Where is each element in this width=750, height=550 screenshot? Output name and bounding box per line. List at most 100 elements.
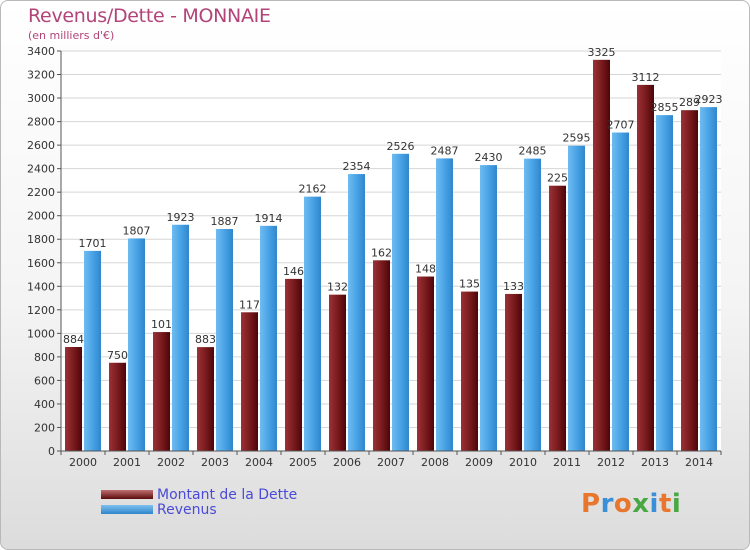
bar-debt <box>593 59 610 452</box>
bar-debt <box>461 291 478 451</box>
bar-revenue-value-label: 2354 <box>343 160 371 173</box>
bar-debt <box>417 276 434 451</box>
x-tick-label: 2014 <box>685 456 713 469</box>
x-tick-label: 2013 <box>641 456 669 469</box>
bar-revenue-value-label: 1701 <box>79 237 107 250</box>
y-tick-label: 2200 <box>27 186 55 199</box>
logo-letter: P <box>581 489 601 519</box>
bar-revenue <box>480 165 497 451</box>
bar-debt <box>329 294 346 451</box>
bar-debt <box>153 332 170 451</box>
logo-letter: x <box>632 489 650 519</box>
bar-revenue-value-label: 1887 <box>211 215 239 228</box>
y-tick-label: 400 <box>34 398 55 411</box>
y-tick-label: 200 <box>34 421 55 434</box>
bar-debt <box>505 293 522 451</box>
bar-revenue-value-label: 2162 <box>299 183 327 196</box>
y-tick-label: 3400 <box>27 45 55 58</box>
x-tick-label: 2002 <box>157 456 185 469</box>
x-tick-label: 2008 <box>421 456 449 469</box>
y-tick-label: 1200 <box>27 304 55 317</box>
plot-area <box>61 51 721 451</box>
y-tick-label: 2600 <box>27 139 55 152</box>
x-tick-label: 2009 <box>465 456 493 469</box>
bar-revenue <box>172 224 189 451</box>
bar-debt-value-label: 117 <box>239 298 260 311</box>
y-tick-label: 1000 <box>27 327 55 340</box>
bar-revenue-value-label: 2595 <box>563 132 591 145</box>
bar-debt-value-label: 289 <box>679 96 700 109</box>
y-tick-label: 3000 <box>27 92 55 105</box>
legend-label-debt: Montant de la Dette <box>157 486 298 503</box>
legend-label-revenue: Revenus <box>157 501 217 518</box>
y-tick-label: 2000 <box>27 210 55 223</box>
bar-debt-value-label: 135 <box>459 278 480 291</box>
bar-revenue-value-label: 1923 <box>167 211 195 224</box>
bar-revenue <box>524 158 541 451</box>
bar-debt <box>681 110 698 452</box>
x-tick-label: 2011 <box>553 456 581 469</box>
y-tick-label: 800 <box>34 351 55 364</box>
bar-revenue <box>84 250 101 451</box>
bar-revenue-value-label: 2923 <box>695 93 723 106</box>
bar-debt-value-label: 162 <box>371 246 392 259</box>
bar-debt <box>241 312 258 451</box>
bar-revenue <box>612 132 629 451</box>
x-tick-label: 2000 <box>69 456 97 469</box>
x-tick-label: 2010 <box>509 456 537 469</box>
bar-revenue-value-label: 2487 <box>431 144 459 157</box>
bar-revenue <box>568 145 585 452</box>
y-tick-label: 1600 <box>27 257 55 270</box>
y-tick-label: 1400 <box>27 280 55 293</box>
bar-debt <box>109 362 126 451</box>
x-tick-label: 2001 <box>113 456 141 469</box>
y-tick-label: 2400 <box>27 163 55 176</box>
bar-debt <box>549 185 566 452</box>
y-tick-label: 1800 <box>27 233 55 246</box>
bar-debt <box>373 260 390 451</box>
proxiti-logo: Proxiti <box>581 489 681 519</box>
bar-revenue <box>656 115 673 451</box>
legend-item-revenue: Revenus <box>101 501 297 518</box>
legend-swatch-debt <box>101 490 153 499</box>
bar-debt <box>637 84 654 451</box>
bar-revenue-value-label: 2526 <box>387 140 415 153</box>
bar-debt <box>285 278 302 451</box>
bar-revenue-value-label: 2707 <box>607 119 635 132</box>
bar-revenue-value-label: 2855 <box>651 101 679 114</box>
bar-debt-value-label: 101 <box>151 318 172 331</box>
bar-debt-value-label: 3112 <box>632 71 660 84</box>
bar-revenue <box>304 196 321 451</box>
bar-debt-value-label: 148 <box>415 263 436 276</box>
logo-letter: i <box>649 489 659 519</box>
bar-debt-value-label: 146 <box>283 265 304 278</box>
y-tick-label: 0 <box>48 445 55 458</box>
logo-letter: t <box>658 489 672 519</box>
bar-revenue <box>128 238 145 451</box>
bar-revenue-value-label: 1914 <box>255 212 283 225</box>
logo-letter: o <box>613 489 633 519</box>
bar-revenue <box>348 174 365 451</box>
chart-title: Revenus/Dette - MONNAIE <box>28 5 271 27</box>
logo-letter: i <box>671 489 682 519</box>
legend-item-debt: Montant de la Dette <box>101 486 298 503</box>
bar-debt-value-label: 132 <box>327 281 348 294</box>
bar-revenue <box>216 229 233 451</box>
bar-debt <box>65 347 82 451</box>
y-tick-label: 2800 <box>27 116 55 129</box>
y-tick-label: 3200 <box>27 69 55 82</box>
bar-revenue-value-label: 2485 <box>519 145 547 158</box>
bar-debt-value-label: 883 <box>195 333 216 346</box>
bar-debt-value-label: 225 <box>547 172 568 185</box>
logo-letter: r <box>600 489 614 519</box>
bar-debt-value-label: 884 <box>63 333 84 346</box>
bar-debt-value-label: 133 <box>503 280 524 293</box>
legend-swatch-revenue <box>101 505 153 514</box>
y-tick-label: 600 <box>34 374 55 387</box>
bar-revenue <box>260 225 277 451</box>
bar-debt <box>197 347 214 451</box>
x-tick-label: 2005 <box>289 456 317 469</box>
bar-revenue <box>436 158 453 452</box>
x-tick-label: 2003 <box>201 456 229 469</box>
